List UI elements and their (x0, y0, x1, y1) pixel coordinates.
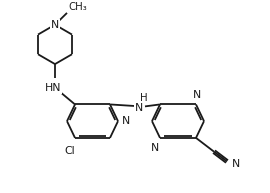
Text: CH₃: CH₃ (68, 2, 87, 12)
Text: H: H (140, 93, 148, 103)
Text: N: N (51, 20, 59, 30)
Text: N: N (232, 159, 240, 169)
Text: N: N (151, 143, 159, 153)
Text: N: N (135, 103, 143, 113)
Text: HN: HN (45, 83, 61, 93)
Text: N: N (193, 90, 201, 100)
Text: Cl: Cl (65, 146, 75, 156)
Text: N: N (122, 116, 130, 126)
